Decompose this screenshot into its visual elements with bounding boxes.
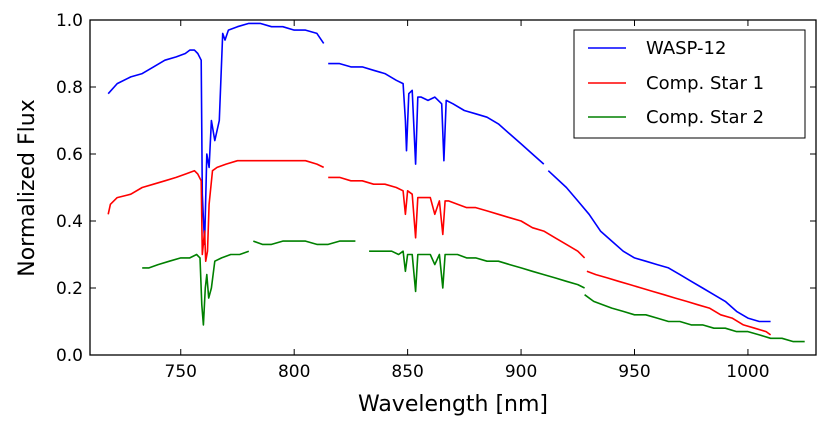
series-line-comp-star-1-segment-3 — [586, 270, 772, 336]
legend-label-comp-star-1: Comp. Star 1 — [646, 73, 764, 94]
y-tick-label-0-6: 0.6 — [56, 145, 83, 165]
series-line-comp-star-1-segment-1 — [107, 159, 325, 263]
ticks-layer: 750 800 850 900 950 1000 0.0 0.2 0.4 0.6 0.8 1.0 — [56, 11, 816, 382]
series-line-wasp-12-segment-3 — [547, 170, 771, 323]
legend: WASP-12 Comp. Star 1 Comp. Star 2 — [573, 29, 806, 139]
y-tick-label-0-4: 0.4 — [56, 212, 83, 232]
series-line-comp-star-2-segment-2 — [253, 240, 356, 246]
series-line-wasp-12-segment-1 — [107, 22, 325, 246]
y-tick-label-0: 0.0 — [56, 346, 83, 366]
legend-label-wasp-12: WASP-12 — [646, 38, 726, 59]
x-tick-label-800: 800 — [278, 362, 310, 382]
x-tick-label-850: 850 — [391, 362, 423, 382]
x-tick-label-750: 750 — [165, 362, 197, 382]
y-tick-label-0-2: 0.2 — [56, 279, 83, 299]
plot-frame — [89, 19, 817, 356]
x-tick-label-900: 900 — [505, 362, 537, 382]
series-line-comp-star-1-segment-2 — [328, 176, 586, 259]
series-line-comp-star-2-segment-3 — [369, 250, 585, 293]
y-tick-label-1: 1.0 — [56, 11, 83, 31]
y-tick-label-0-8: 0.8 — [56, 78, 83, 98]
x-axis-label: Wavelength [nm] — [358, 392, 548, 417]
legend-label-comp-star-2: Comp. Star 2 — [646, 107, 764, 128]
y-axis-label: Normalized Flux — [15, 99, 40, 276]
x-tick-label-950: 950 — [618, 362, 650, 382]
series-line-wasp-12-segment-2 — [328, 62, 545, 165]
series-line-comp-star-2-segment-1 — [142, 250, 250, 326]
x-tick-label-1000: 1000 — [726, 362, 769, 382]
series-line-comp-star-2-segment-4 — [584, 294, 805, 343]
series-layer — [107, 22, 805, 343]
